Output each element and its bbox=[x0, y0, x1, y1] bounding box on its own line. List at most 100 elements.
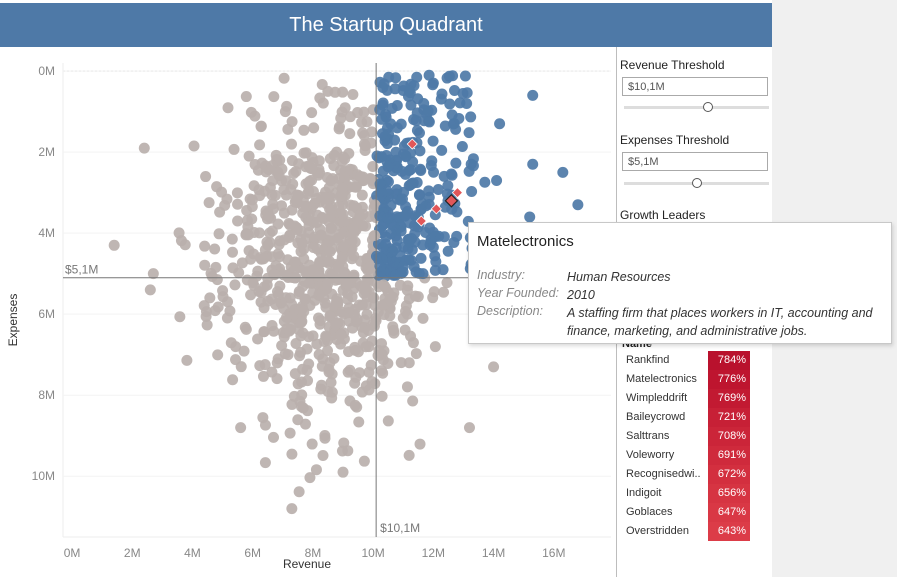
data-point bbox=[312, 243, 324, 255]
data-point bbox=[438, 286, 450, 298]
data-point bbox=[235, 361, 247, 373]
data-point bbox=[432, 183, 444, 195]
data-point bbox=[257, 412, 269, 424]
table-row[interactable]: Goblaces 647% bbox=[622, 503, 754, 522]
data-point bbox=[226, 233, 238, 245]
data-point bbox=[179, 239, 191, 251]
data-point bbox=[364, 211, 376, 223]
table-row[interactable]: Recognisedwi.. 672% bbox=[622, 465, 754, 484]
data-point bbox=[356, 116, 368, 128]
data-point bbox=[457, 88, 469, 100]
data-point bbox=[138, 142, 150, 154]
revenue-threshold-label: $10,1M bbox=[380, 521, 420, 535]
x-tick-label: 2M bbox=[124, 546, 141, 560]
tooltip-title: Matelectronics bbox=[477, 233, 574, 250]
data-point bbox=[349, 236, 361, 248]
data-point bbox=[324, 203, 336, 215]
table-row[interactable]: Salttrans 708% bbox=[622, 427, 754, 446]
data-point bbox=[343, 346, 355, 358]
expenses-threshold-slider-handle[interactable] bbox=[691, 178, 702, 188]
data-point bbox=[463, 422, 475, 434]
data-point bbox=[402, 90, 414, 102]
data-point bbox=[332, 261, 344, 273]
data-point bbox=[313, 270, 325, 282]
data-point bbox=[269, 189, 281, 201]
y-tick-label: 0M bbox=[38, 64, 55, 78]
data-point bbox=[210, 261, 222, 273]
data-point bbox=[254, 139, 266, 151]
data-point bbox=[333, 121, 345, 133]
growth-leaders-table: Name Rankfind 784% Matelectronics 776% Wimpl… bbox=[622, 341, 754, 541]
expenses-threshold-input[interactable]: $5,1M bbox=[622, 152, 768, 171]
table-cell-growth: 776% bbox=[708, 370, 750, 389]
table-row[interactable]: Indigoit 656% bbox=[622, 484, 754, 503]
table-cell-growth: 672% bbox=[708, 465, 750, 484]
data-point bbox=[337, 86, 349, 98]
table-row[interactable]: Voleworry 691% bbox=[622, 446, 754, 465]
expenses-threshold-slider[interactable] bbox=[624, 178, 769, 188]
data-point bbox=[391, 211, 403, 223]
table-row[interactable]: Overstridden 643% bbox=[622, 522, 754, 541]
data-point bbox=[436, 144, 448, 156]
data-point bbox=[199, 240, 211, 252]
data-point bbox=[278, 234, 290, 246]
data-point bbox=[325, 175, 337, 187]
data-point bbox=[417, 312, 429, 324]
data-point bbox=[395, 357, 407, 369]
data-point bbox=[360, 220, 372, 232]
data-point bbox=[282, 254, 294, 266]
table-cell-name: Matelectronics bbox=[626, 373, 697, 385]
data-point bbox=[335, 329, 347, 341]
data-point bbox=[292, 414, 304, 426]
selected-point bbox=[444, 193, 459, 208]
data-point bbox=[415, 252, 427, 264]
data-point bbox=[201, 319, 213, 331]
data-point bbox=[389, 134, 401, 146]
data-point bbox=[295, 246, 307, 258]
data-point bbox=[264, 227, 276, 239]
data-point bbox=[479, 176, 491, 188]
data-point bbox=[203, 197, 215, 209]
data-point bbox=[254, 252, 266, 264]
data-point bbox=[330, 318, 342, 330]
data-point bbox=[403, 449, 415, 461]
data-point bbox=[300, 178, 312, 190]
table-row[interactable]: Matelectronics 776% bbox=[622, 370, 754, 389]
data-point bbox=[410, 348, 422, 360]
data-point bbox=[407, 337, 419, 349]
data-point bbox=[255, 121, 267, 133]
data-point bbox=[358, 129, 370, 141]
data-point bbox=[324, 246, 336, 258]
data-point bbox=[214, 206, 226, 218]
revenue-threshold-slider[interactable] bbox=[624, 102, 769, 112]
revenue-threshold-slider-handle[interactable] bbox=[703, 102, 714, 112]
table-row[interactable]: Baileycrowd 721% bbox=[622, 408, 754, 427]
data-point bbox=[266, 251, 278, 263]
data-point bbox=[374, 178, 386, 190]
data-point bbox=[229, 279, 241, 291]
revenue-threshold-input[interactable]: $10,1M bbox=[622, 77, 768, 96]
data-point bbox=[377, 99, 389, 111]
table-row[interactable]: Rankfind 784% bbox=[622, 351, 754, 370]
data-point bbox=[298, 124, 310, 136]
table-cell-name: Baileycrowd bbox=[626, 411, 686, 423]
data-point bbox=[316, 79, 328, 91]
highlighted-point bbox=[430, 203, 442, 215]
data-point bbox=[323, 228, 335, 240]
data-point bbox=[377, 82, 389, 94]
data-point bbox=[376, 390, 388, 402]
data-point bbox=[239, 321, 251, 333]
table-header-name[interactable]: Name bbox=[622, 341, 652, 350]
table-row[interactable]: Wimpleddrift 769% bbox=[622, 389, 754, 408]
data-point bbox=[295, 401, 307, 413]
data-point bbox=[335, 112, 347, 124]
data-point bbox=[466, 185, 478, 197]
table-cell-growth: 769% bbox=[708, 389, 750, 408]
data-point bbox=[284, 219, 296, 231]
x-tick-label: 12M bbox=[422, 546, 445, 560]
data-point bbox=[442, 180, 454, 192]
dashboard-title-text: The Startup Quadrant bbox=[289, 13, 483, 36]
data-point bbox=[314, 257, 326, 269]
data-point bbox=[276, 163, 288, 175]
data-point bbox=[349, 399, 361, 411]
